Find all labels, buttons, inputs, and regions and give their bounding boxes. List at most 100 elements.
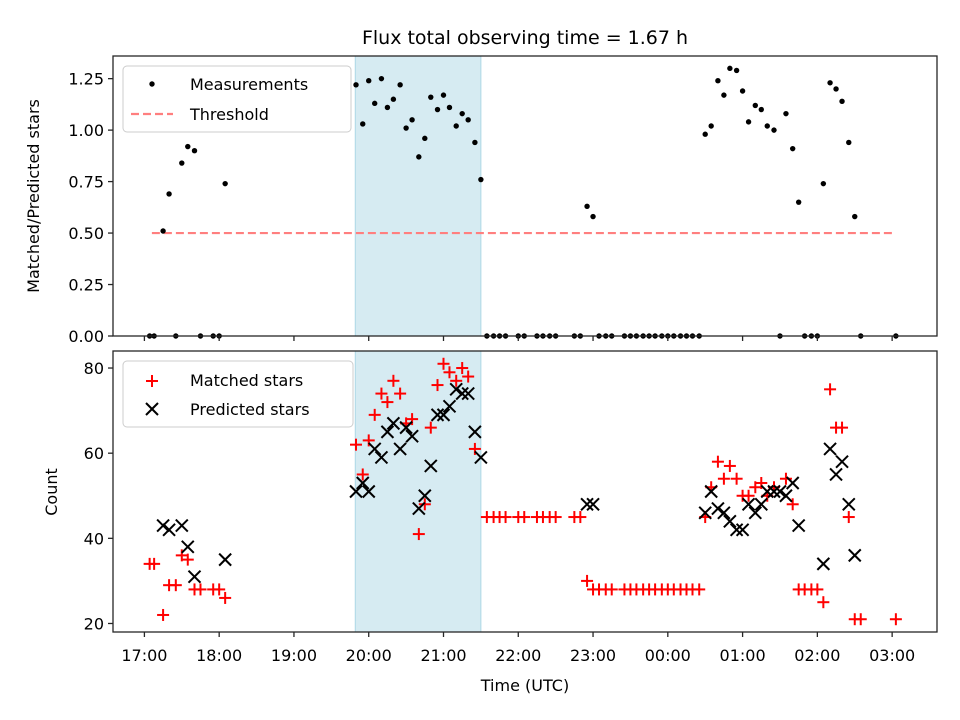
x-stroke-2 [175,518,189,533]
matched-star-point [755,476,768,489]
predicted-star-point [412,501,426,516]
x-tick-label: 01:00 [720,646,766,665]
measurement-point [440,92,447,98]
top-legend-box [122,65,352,133]
matched-star-point [462,370,475,383]
matched-star-point [157,608,170,621]
y-tick-label: 40 [84,529,104,548]
predicted-star-point [823,442,837,456]
x-stroke-2 [181,540,195,554]
matched-star-point [406,413,419,426]
matched-star-point [549,511,562,524]
x-stroke-2 [580,497,594,511]
matched-star-point [169,579,182,592]
measurement-point [453,123,459,129]
x-stroke-2 [449,382,463,397]
x-stroke-2 [356,476,370,490]
predicted-star-point [468,425,482,439]
y-tick-label: 1.25 [68,70,104,89]
x-stroke-2 [791,518,806,533]
matched-star-point [468,442,481,455]
predicted-star-point [779,489,793,503]
predicted-star-point [356,476,370,490]
threshold-legend-label: Threshold [189,105,269,124]
matched-star-point [824,383,837,396]
measurement-point [472,139,478,146]
matched-star-point [387,374,400,387]
measurement-point [733,67,740,74]
x-stroke-2 [735,523,750,537]
matched-star-point [219,591,232,604]
matched-star-point [779,472,792,485]
x-stroke-2 [829,467,843,482]
measurement-point [745,119,752,125]
matched-star-point [394,387,407,400]
matched-star-point [711,455,724,468]
measurement-point [478,176,484,183]
matched-star-point [412,528,425,541]
x-stroke-2 [430,408,445,422]
matched-star-point [723,459,736,472]
matched-star-point [431,379,444,392]
x-stroke-2 [704,484,718,499]
matched-star-point [456,362,469,375]
predicted-star-point [181,540,195,554]
y-tick-label: 20 [84,614,104,633]
x-stroke-2 [779,489,793,503]
measurement-point [795,199,802,205]
predicted-star-point [374,450,389,465]
predicted-legend-label: Predicted stars [190,400,310,419]
measurement-point [839,98,845,104]
matched-star-point [693,583,706,596]
top-axes-frame [112,55,938,337]
predicted-star-point [175,518,189,533]
top-x-ticks [143,336,893,341]
measurement-point [416,154,422,160]
bottom-y-axis: 20 40 60 80 [84,359,113,633]
matched-star-point [443,366,456,379]
measurement-point [434,106,441,113]
matched-star-point [194,583,207,596]
measurement-point [465,117,471,123]
shaded-span-rect [354,55,482,337]
matched-stars-series [143,357,902,626]
predicted-star-point [767,484,781,499]
matched-star-point [148,557,161,570]
predicted-star-point [829,467,843,482]
x-stroke-2 [418,489,432,503]
x-stroke-2 [842,497,856,511]
x-stroke-2 [785,476,800,490]
measurement-point [160,228,166,234]
measurement-point [403,125,409,131]
matched-star-point [842,511,855,524]
matched-star-point [437,357,450,370]
bottom-y-axis-label: Count [42,468,61,516]
x-stroke-2 [474,450,488,465]
x-stroke-2 [835,454,849,469]
matched-star-point [350,438,363,451]
matched-star-point [605,583,618,596]
predicted-star-point [773,484,787,499]
measurement-point [378,75,385,82]
measurement-point [789,145,796,152]
matched-legend-marker [146,375,158,387]
matched-star-point [450,374,463,387]
predicted-stars-series [156,382,862,584]
measurement-point [715,78,721,84]
y-tick-label: 60 [84,444,104,463]
measurement-point [771,127,777,133]
x-stroke-2 [362,484,376,499]
bottom-axes-frame [112,350,938,633]
matched-star-point [581,574,594,587]
predicted-star-point [842,497,856,511]
predicted-star-point [405,429,419,443]
predicted-star-point [785,476,800,490]
measurement-point [590,213,596,220]
x-stroke-2 [412,501,426,516]
x-tick-label: 17:00 [121,646,167,665]
x-tick-label: 20:00 [346,646,392,665]
x-stroke-2 [586,497,600,511]
matched-star-point [518,511,531,524]
x-stroke-2 [393,442,407,456]
y-tick-label: 0.50 [68,224,104,243]
